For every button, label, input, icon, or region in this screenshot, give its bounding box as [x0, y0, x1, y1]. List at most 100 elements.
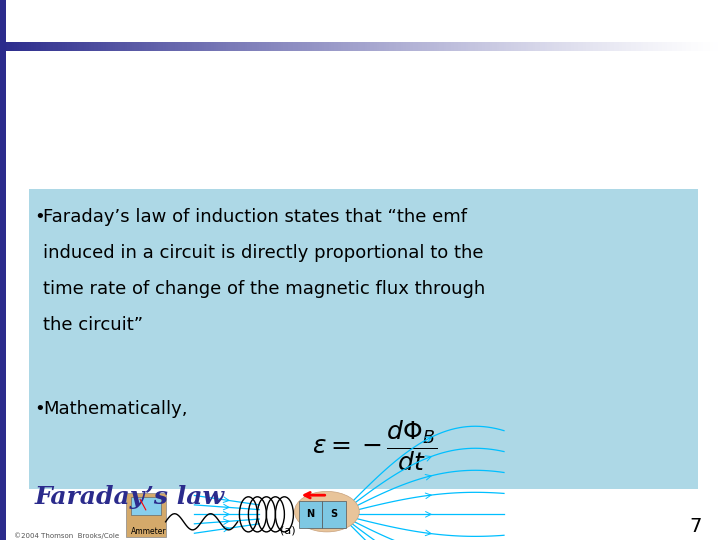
Bar [634, 42, 636, 51]
Bar [99, 42, 102, 51]
Bar [391, 42, 395, 51]
Bar [266, 42, 269, 51]
Bar [300, 42, 303, 51]
Bar [603, 42, 606, 51]
Bar [595, 42, 598, 51]
Bar [369, 42, 373, 51]
Bar [329, 42, 332, 51]
Bar [590, 42, 593, 51]
Bar [122, 42, 125, 51]
Bar [290, 42, 294, 51]
Bar [233, 42, 236, 51]
Bar [567, 42, 570, 51]
Bar [569, 42, 572, 51]
Bar [202, 42, 204, 51]
Bar [711, 42, 714, 51]
Bar [504, 42, 507, 51]
Bar [281, 42, 284, 51]
Bar [554, 42, 557, 51]
Bar [477, 42, 481, 51]
Bar [24, 42, 27, 51]
Bar [648, 42, 651, 51]
Bar [686, 42, 690, 51]
Bar [535, 42, 539, 51]
Bar [317, 42, 320, 51]
Bar [173, 42, 176, 51]
Bar [526, 42, 528, 51]
Text: •: • [35, 208, 45, 226]
Bar [374, 42, 377, 51]
Bar [322, 42, 325, 51]
Bar [521, 42, 524, 51]
Bar [131, 497, 161, 515]
Bar [360, 42, 363, 51]
Bar [218, 42, 222, 51]
Bar [9, 42, 13, 51]
Bar [614, 42, 618, 51]
Bar [199, 42, 202, 51]
Bar [63, 42, 66, 51]
Bar [466, 42, 469, 51]
Bar [310, 42, 312, 51]
Bar [631, 42, 634, 51]
Bar [540, 42, 543, 51]
Bar [355, 42, 359, 51]
Bar [427, 42, 431, 51]
Bar [394, 42, 397, 51]
Bar [2, 42, 6, 51]
Bar [461, 42, 464, 51]
Bar [684, 42, 687, 51]
Bar [351, 42, 354, 51]
Bar [331, 42, 334, 51]
Bar [621, 42, 625, 51]
Bar [43, 42, 46, 51]
Ellipse shape [294, 491, 359, 532]
Bar [305, 42, 308, 51]
Bar [323, 501, 346, 528]
Bar [139, 42, 143, 51]
Bar [456, 42, 459, 51]
Bar [53, 42, 56, 51]
Bar [221, 42, 224, 51]
Bar [377, 42, 380, 51]
Bar [299, 501, 323, 528]
Bar [562, 42, 564, 51]
Bar [166, 42, 168, 51]
Bar [271, 42, 274, 51]
Bar [670, 42, 672, 51]
Bar [91, 42, 94, 51]
Bar [619, 42, 622, 51]
Bar [420, 42, 423, 51]
Text: •: • [35, 400, 45, 417]
Bar [446, 42, 449, 51]
Bar [257, 42, 260, 51]
Bar [216, 42, 219, 51]
Bar [312, 42, 315, 51]
Bar [718, 42, 720, 51]
Bar [158, 42, 161, 51]
Bar [29, 42, 32, 51]
Bar [576, 42, 579, 51]
Bar [547, 42, 550, 51]
Bar [149, 42, 152, 51]
Bar [192, 42, 195, 51]
Bar [130, 42, 132, 51]
Bar [485, 42, 488, 51]
Bar [518, 42, 521, 51]
Bar [408, 42, 411, 51]
Bar [480, 42, 483, 51]
Bar [230, 42, 233, 51]
Bar [583, 42, 586, 51]
Bar [247, 42, 251, 51]
Bar [513, 42, 517, 51]
Bar [135, 42, 138, 51]
Bar [362, 42, 366, 51]
Bar [459, 42, 462, 51]
Bar [36, 42, 39, 51]
Bar [22, 42, 24, 51]
Bar [288, 42, 291, 51]
Bar [194, 42, 197, 51]
Bar [655, 42, 658, 51]
Bar [497, 42, 500, 51]
Bar [151, 42, 154, 51]
